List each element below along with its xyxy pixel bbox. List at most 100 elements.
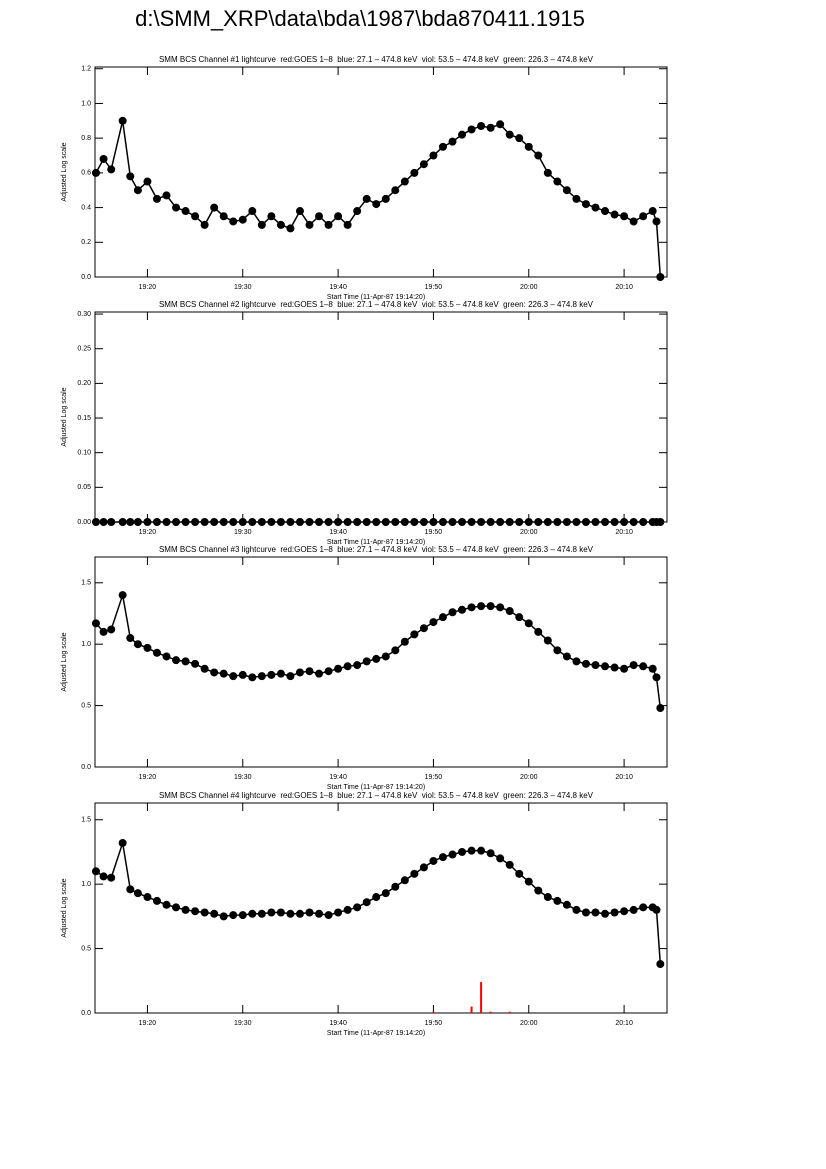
data-point xyxy=(467,125,476,134)
data-point xyxy=(438,853,447,862)
data-point xyxy=(656,273,665,281)
data-point xyxy=(410,630,419,639)
data-point xyxy=(419,624,428,633)
data-point xyxy=(286,518,295,526)
data-point xyxy=(219,518,228,526)
x-tick-label: 19:30 xyxy=(234,1020,252,1027)
data-point xyxy=(656,960,665,969)
x-tick-label: 19:20 xyxy=(139,774,157,781)
data-point xyxy=(152,518,161,526)
data-point xyxy=(601,909,610,918)
goes-bar xyxy=(432,1011,435,1013)
data-point xyxy=(534,151,543,160)
data-point xyxy=(381,889,390,898)
x-axis-label: Start Time (11-Apr-87 19:14:20) xyxy=(327,539,425,546)
y-tick-label: 0.0 xyxy=(81,1010,91,1017)
x-tick-label: 20:00 xyxy=(520,1020,538,1027)
chart-title: SMM BCS Channel #2 lightcurve red:GOES 1… xyxy=(159,300,594,309)
data-point xyxy=(543,168,552,177)
data-point xyxy=(448,850,457,859)
data-point xyxy=(448,137,457,146)
y-tick-label: 0.00 xyxy=(77,519,91,526)
data-point xyxy=(324,911,333,920)
data-point xyxy=(286,224,295,233)
x-tick-label: 20:10 xyxy=(615,774,633,781)
y-axis-label: Adjusted Log scale xyxy=(61,632,68,691)
data-point xyxy=(99,518,108,526)
data-point xyxy=(458,847,467,856)
x-tick-label: 19:40 xyxy=(329,284,347,291)
y-tick-label: 1.0 xyxy=(81,100,91,107)
data-point xyxy=(257,909,266,918)
data-point xyxy=(276,220,285,229)
data-point xyxy=(391,882,400,891)
data-point xyxy=(496,603,505,612)
data-point xyxy=(343,518,352,526)
data-point xyxy=(91,168,100,177)
data-point xyxy=(181,518,190,526)
data-point xyxy=(486,123,495,132)
data-point xyxy=(639,518,648,526)
data-point xyxy=(305,220,314,229)
data-point xyxy=(467,603,476,612)
data-point xyxy=(324,518,333,526)
data-point xyxy=(200,908,209,917)
data-point xyxy=(315,669,324,678)
data-point xyxy=(458,130,467,139)
y-tick-label: 0.2 xyxy=(81,239,91,246)
data-point xyxy=(620,518,629,526)
data-point xyxy=(572,657,581,666)
data-point xyxy=(248,207,257,216)
data-point xyxy=(305,518,314,526)
data-point xyxy=(524,619,533,628)
data-point xyxy=(601,662,610,671)
goes-bar xyxy=(480,982,483,1013)
data-point xyxy=(629,661,638,670)
data-point xyxy=(315,518,324,526)
data-point xyxy=(162,518,171,526)
data-point xyxy=(353,661,362,670)
data-point xyxy=(419,160,428,169)
data-point xyxy=(505,518,514,526)
x-tick-label: 19:30 xyxy=(234,284,252,291)
data-point xyxy=(219,212,228,221)
x-tick-label: 20:10 xyxy=(615,284,633,291)
data-point xyxy=(372,893,381,902)
data-point xyxy=(152,896,161,905)
data-point xyxy=(181,207,190,216)
data-point xyxy=(172,203,181,212)
data-point xyxy=(305,667,314,676)
data-point xyxy=(324,667,333,676)
data-point xyxy=(118,838,127,847)
y-tick-label: 1.2 xyxy=(81,66,91,73)
data-point xyxy=(99,154,108,163)
data-point xyxy=(152,194,161,203)
x-tick-label: 19:50 xyxy=(425,774,443,781)
data-point xyxy=(648,664,657,673)
data-point xyxy=(334,212,343,221)
y-tick-label: 1.0 xyxy=(81,641,91,648)
data-point xyxy=(181,905,190,914)
data-point xyxy=(238,670,247,679)
data-point xyxy=(610,518,619,526)
data-point xyxy=(315,909,324,918)
data-point xyxy=(133,889,142,898)
data-point xyxy=(238,215,247,224)
data-point xyxy=(334,518,343,526)
data-point xyxy=(400,876,409,885)
y-axis-label: Adjusted Log scale xyxy=(61,142,68,201)
y-tick-label: 0.20 xyxy=(77,380,91,387)
data-point xyxy=(477,602,486,611)
y-tick-label: 0.25 xyxy=(77,346,91,353)
data-point xyxy=(458,518,467,526)
data-point xyxy=(391,646,400,655)
data-point xyxy=(652,673,661,682)
plot-frame xyxy=(94,311,668,523)
x-tick-label: 19:20 xyxy=(139,284,157,291)
data-point xyxy=(229,518,238,526)
data-point xyxy=(410,168,419,177)
data-point xyxy=(372,518,381,526)
data-point xyxy=(248,673,257,682)
data-point xyxy=(362,898,371,907)
